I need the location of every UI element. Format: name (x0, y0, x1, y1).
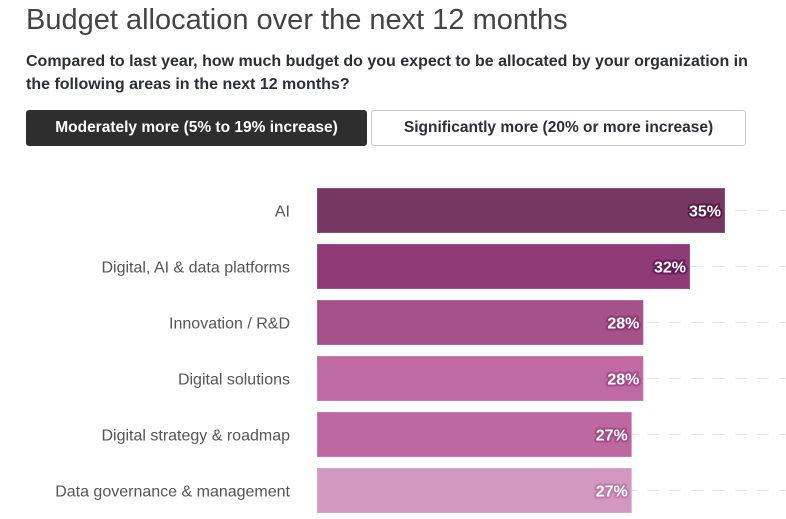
page-title: Budget allocation over the next 12 month… (26, 4, 568, 36)
bar (316, 411, 633, 458)
bar (316, 243, 691, 290)
value-label: 27% (596, 484, 628, 501)
value-label: 32% (654, 260, 686, 277)
toggle-moderately-more[interactable]: Moderately more (5% to 19% increase) (26, 110, 367, 146)
value-label: 35% (689, 204, 721, 221)
category-label: Data governance & management (55, 484, 290, 501)
value-label: 27% (596, 428, 628, 445)
bar (316, 467, 633, 514)
category-label: Digital, AI & data platforms (101, 260, 290, 277)
bar (316, 299, 644, 346)
category-label: AI (275, 204, 290, 221)
bar (316, 355, 644, 402)
value-label: 28% (607, 372, 639, 389)
category-label: Digital strategy & roadmap (101, 428, 290, 445)
category-label: Digital solutions (178, 372, 290, 389)
category-label: Innovation / R&D (169, 316, 290, 333)
bar (316, 187, 726, 234)
toggle-significantly-more[interactable]: Significantly more (20% or more increase… (371, 110, 746, 146)
question-subtitle: Compared to last year, how much budget d… (26, 53, 748, 93)
value-label: 28% (607, 316, 639, 333)
